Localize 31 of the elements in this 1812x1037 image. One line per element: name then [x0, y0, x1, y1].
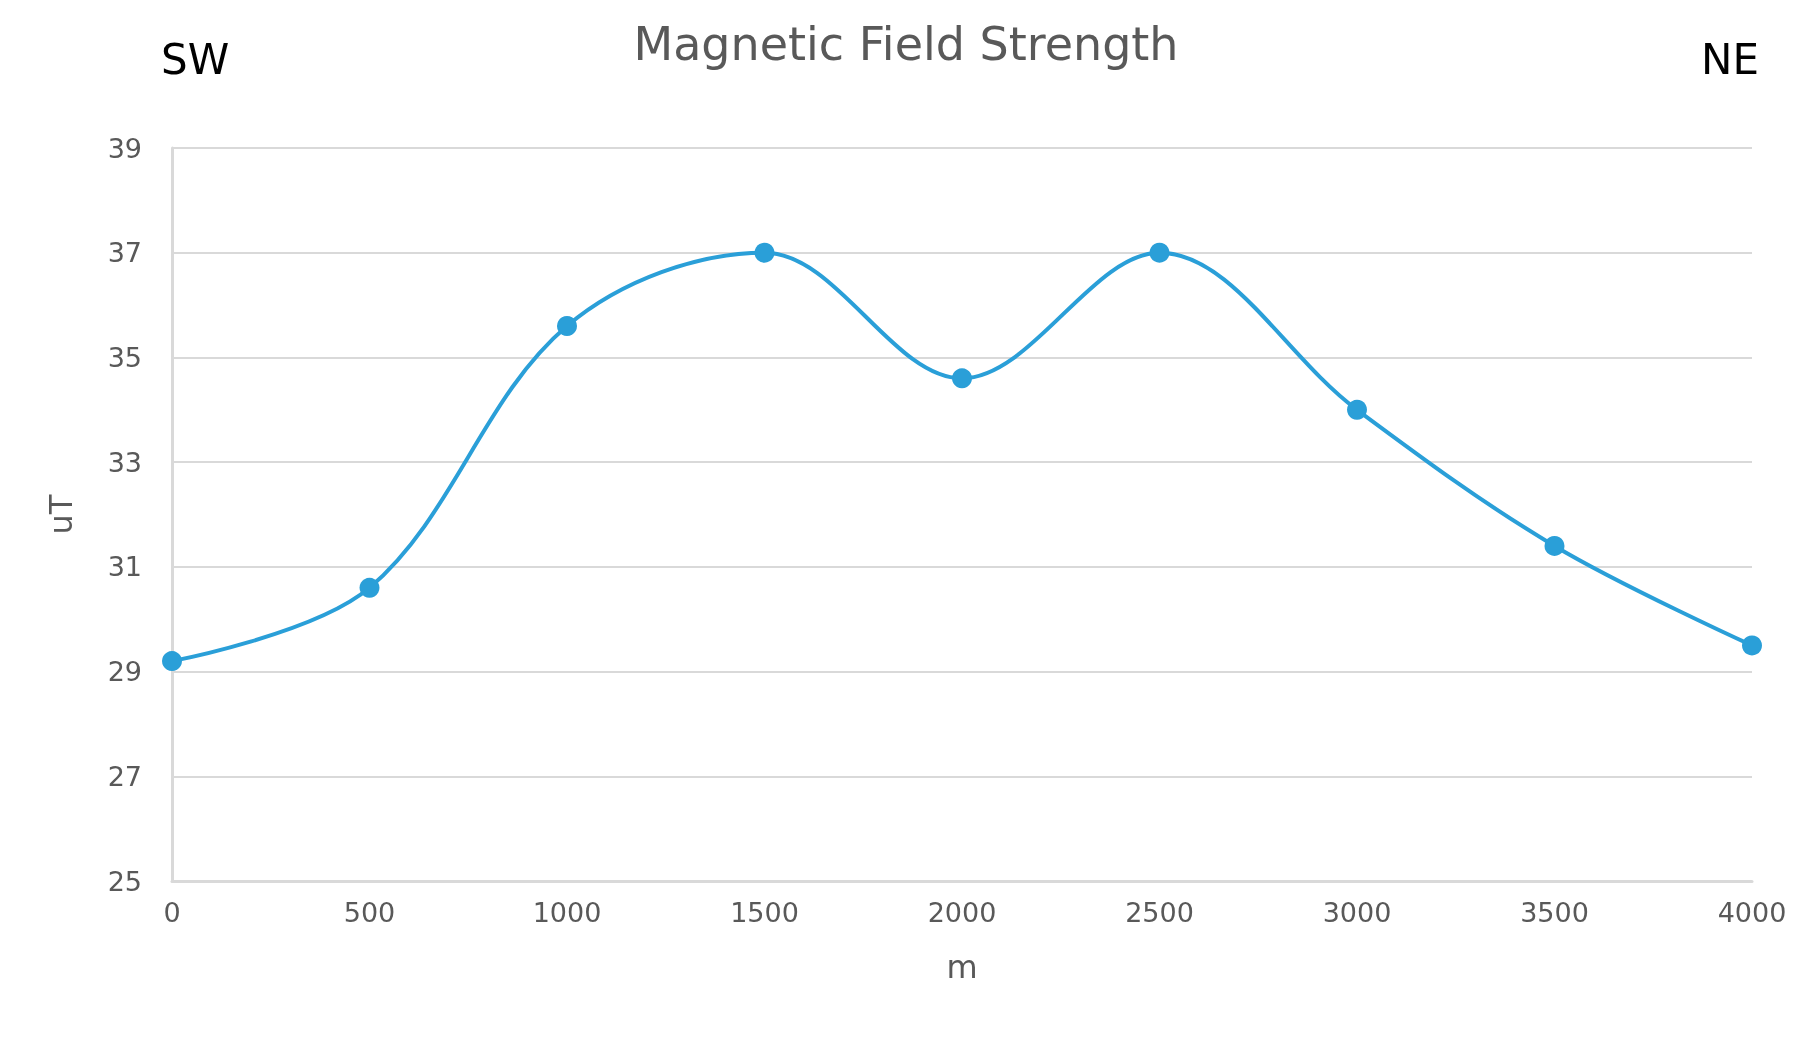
point — [1347, 399, 1367, 420]
y-tick-label: 37 — [107, 237, 142, 269]
y-axis-title: uT — [42, 494, 80, 535]
chart-title: Magnetic Field Strength — [633, 17, 1179, 71]
point — [557, 316, 577, 337]
x-tick-label: 3000 — [1322, 897, 1392, 928]
x-tick-label: 3500 — [1520, 897, 1589, 928]
point — [359, 577, 380, 598]
y-tick-label: 27 — [107, 760, 142, 792]
y-tick-label: 33 — [107, 446, 142, 478]
x-axis-title: m — [946, 948, 978, 986]
x-tick-label: 4000 — [1717, 897, 1787, 928]
text: NE — [1701, 34, 1760, 84]
x-tick-label: 2000 — [927, 897, 997, 928]
point — [1544, 535, 1565, 556]
point — [754, 242, 775, 263]
point — [1149, 242, 1170, 263]
point — [162, 651, 182, 672]
y-tick-label: 35 — [107, 341, 142, 373]
y-tick-label: 39 — [107, 132, 142, 164]
point — [952, 368, 972, 389]
text: SW — [161, 34, 230, 84]
x-tick-label: 1000 — [532, 897, 602, 928]
y-tick-label: 31 — [107, 551, 142, 583]
x-tick-label: 1500 — [730, 897, 799, 928]
y-tick-label: 25 — [107, 865, 142, 897]
x-tick-label: 0 — [163, 897, 181, 928]
y-tick-label: 29 — [107, 656, 142, 688]
x-tick-label: 2500 — [1125, 897, 1194, 928]
x-tick-label: 500 — [343, 897, 396, 928]
point — [1742, 635, 1762, 656]
